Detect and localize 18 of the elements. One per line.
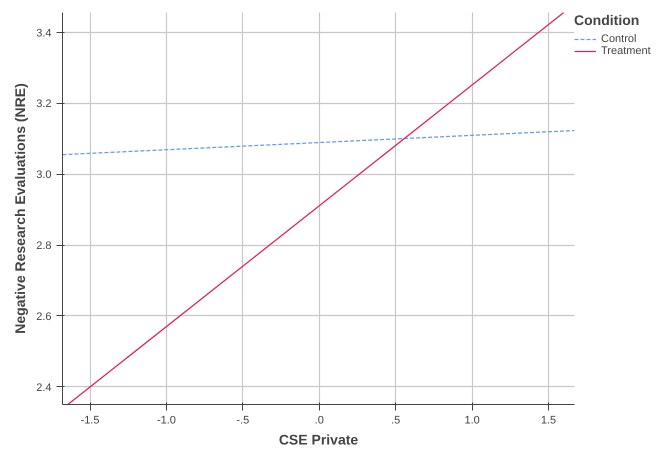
y-tick-label: 2.8	[36, 240, 52, 252]
y-tick-label: 2.4	[36, 382, 52, 394]
x-axis-title: CSE Private	[278, 432, 358, 448]
y-tick-label: 3.0	[36, 169, 52, 182]
x-tick-label: 1.5	[540, 414, 556, 426]
y-tick-label: 3.4	[36, 27, 52, 40]
x-tick-label: .5	[391, 414, 400, 426]
legend-label: Treatment	[601, 45, 651, 57]
legend-label: Control	[601, 33, 636, 45]
x-tick-label: 1.0	[464, 414, 480, 426]
x-tick-label: -1.5	[80, 414, 100, 426]
legend-title: Condition	[574, 12, 640, 28]
y-tick-label: 2.6	[36, 310, 52, 323]
y-axis-title: Negative Research Evaluations (NRE)	[12, 83, 28, 334]
y-tick-label: 3.2	[36, 98, 52, 110]
x-tick-label: -.5	[236, 414, 250, 426]
x-tick-label: -1.0	[156, 414, 176, 426]
x-tick-label: .0	[314, 414, 324, 426]
